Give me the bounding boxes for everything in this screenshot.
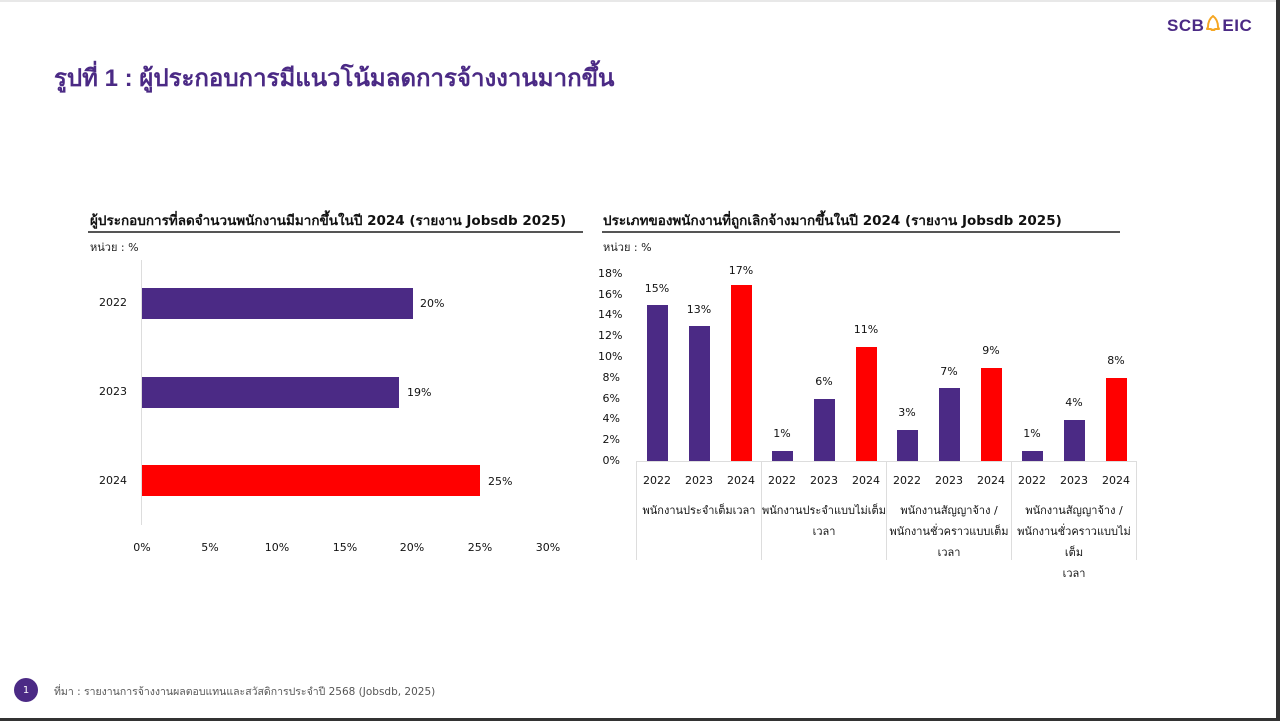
vbar-g1-2022 [647,305,668,461]
hbar-2023 [142,377,399,408]
y-tick-label: 10% [598,350,623,363]
group-category-label: พนักงานประจำเต็มเวลา [637,500,761,521]
x-tick-label: 0% [133,541,151,554]
group-divider [636,461,637,560]
x-year-label: 2024 [852,474,880,487]
x-tick-label: 30% [535,541,561,554]
right-chart-unit: หน่วย : % [603,241,652,254]
vbar-g1-2024 [731,285,752,461]
source-note: ที่มา : รายงานการจ้างงานผลตอบแทนและสวัสด… [54,686,436,698]
y-tick-label: 4% [602,412,620,425]
group-divider [1136,461,1137,560]
group-category-label: พนักงานประจำแบบไม่เต็ม เวลา [762,500,886,542]
x-year-label: 2022 [893,474,921,487]
x-tick-label: 10% [264,541,290,554]
vbar-value-label: 11% [853,323,879,336]
group-label-line: พนักงานสัญญาจ้าง / [900,504,998,517]
hbar-value-label: 20% [420,297,445,310]
logo-text-left: SCB [1167,15,1205,35]
page-number-badge: 1 [14,678,38,702]
bottom-border [0,718,1280,721]
group-category-label: พนักงานสัญญาจ้าง / พนักงานชั่วคราวแบบไม่… [1012,500,1136,584]
vbar-value-label: 1% [1023,427,1041,440]
hbar-value-label: 25% [488,475,513,488]
left-chart-title: ผู้ประกอบการที่ลดจำนวนพนักงานมีมากขึ้นใน… [90,213,567,229]
right-chart-title-rule [602,231,1120,233]
x-tick-label: 20% [399,541,425,554]
hbar-2022 [142,288,413,319]
x-year-label: 2022 [1018,474,1046,487]
top-border [0,0,1280,2]
hbar-category-label: 2023 [99,385,127,398]
x-year-label: 2023 [810,474,838,487]
x-tick-label: 15% [332,541,358,554]
hbar-value-label: 19% [407,386,432,399]
vbar-value-label: 13% [686,303,712,316]
vbar-value-label: 15% [644,282,670,295]
y-tick-label: 14% [598,308,623,321]
x-year-label: 2024 [1102,474,1130,487]
vbar-value-label: 9% [982,344,1000,357]
x-year-label: 2023 [935,474,963,487]
bell-icon [1206,15,1221,36]
y-tick-label: 16% [598,288,623,301]
x-year-label: 2022 [643,474,671,487]
right-border [1276,0,1280,721]
vbar-value-label: 8% [1107,354,1125,367]
vbar-g1-2023 [689,326,710,461]
group-label-line: เวลา [1062,567,1086,580]
left-chart-unit: หน่วย : % [90,241,139,254]
group-divider [1011,461,1012,560]
vbar-value-label: 3% [898,406,916,419]
vbar-g4-2023 [1064,420,1085,461]
group-label-line: พนักงานชั่วคราวแบบไม่เต็ม [1017,525,1131,559]
y-tick-label: 2% [602,433,620,446]
page-title: รูปที่ 1 : ผู้ประกอบการมีแนวโน้มลดการจ้า… [54,65,615,92]
y-tick-label: 0% [602,454,620,467]
vbar-g4-2022 [1022,451,1043,461]
group-label-line: เวลา [812,525,836,538]
vbar-g2-2023 [814,399,835,461]
group-divider [761,461,762,560]
hbar-2024 [142,465,480,496]
group-label-line: เวลา [937,546,961,559]
group-label-line: พนักงานสัญญาจ้าง / [1025,504,1123,517]
y-tick-label: 6% [602,392,620,405]
vbar-value-label: 4% [1065,396,1083,409]
group-label-line: พนักงานประจำแบบไม่เต็ม [762,504,886,517]
vbar-value-label: 7% [940,365,958,378]
group-label-line: พนักงานประจำเต็มเวลา [642,504,756,517]
x-year-label: 2023 [1060,474,1088,487]
y-tick-label: 12% [598,329,623,342]
x-tick-label: 25% [467,541,493,554]
x-tick-label: 5% [201,541,219,554]
left-chart-title-rule [88,231,583,233]
vbar-value-label: 17% [728,264,754,277]
y-tick-label: 8% [602,371,620,384]
vbar-value-label: 1% [773,427,791,440]
vbar-g3-2024 [981,368,1002,461]
group-label-line: พนักงานชั่วคราวแบบเต็ม [889,525,1009,538]
x-year-label: 2023 [685,474,713,487]
group-category-label: พนักงานสัญญาจ้าง / พนักงานชั่วคราวแบบเต็… [887,500,1011,563]
vbar-value-label: 6% [815,375,833,388]
hbar-category-label: 2024 [99,474,127,487]
vbar-g3-2023 [939,388,960,461]
hbar-category-label: 2022 [99,296,127,309]
x-year-label: 2022 [768,474,796,487]
vbar-g4-2024 [1106,378,1127,461]
vbar-g3-2022 [897,430,918,461]
right-chart-title: ประเภทของพนักงานที่ถูกเลิกจ้างมากขึ้นในป… [603,213,1062,229]
logo-text-right: EIC [1222,15,1253,35]
left-chart-y-axis [141,260,142,525]
y-tick-label: 18% [598,267,623,280]
vbar-g2-2024 [856,347,877,461]
vbar-g2-2022 [772,451,793,461]
x-year-label: 2024 [727,474,755,487]
scb-eic-logo: SCB EIC [1167,15,1252,36]
x-year-label: 2024 [977,474,1005,487]
group-divider [886,461,887,560]
